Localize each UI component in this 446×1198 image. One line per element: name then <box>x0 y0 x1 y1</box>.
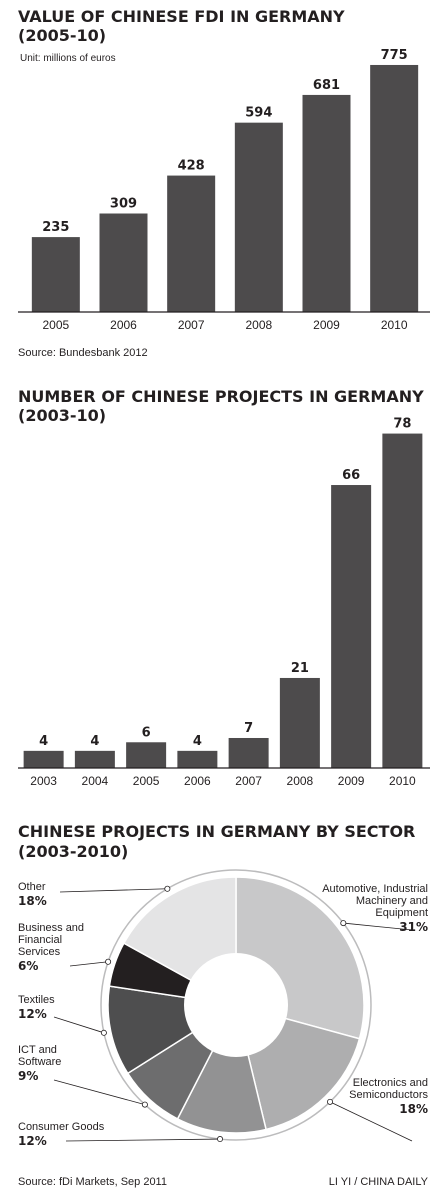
tick-label-2005: 2005 <box>42 318 69 332</box>
slice-label-5-line-1: Financial <box>18 934 62 946</box>
value-label-2006: 4 <box>193 734 202 749</box>
slice-label-0-line-2: Equipment <box>375 907 428 919</box>
value-label-2005: 235 <box>42 220 69 235</box>
chart1-subtitle: (2005-10) <box>18 26 106 45</box>
leader-line-2 <box>65 1138 221 1142</box>
slice-pct-2: 12% <box>18 1134 47 1148</box>
slice-pct-0: 31% <box>399 920 428 934</box>
tick-label-2008: 2008 <box>245 318 272 332</box>
chart3-source: Source: fDi Markets, Sep 2011 <box>18 1176 167 1188</box>
leader-line-1 <box>329 1101 413 1142</box>
donut-outer-ring <box>100 869 372 1141</box>
leader-line-0 <box>343 922 413 931</box>
slice-pct-6: 18% <box>18 894 47 908</box>
leader-line-3 <box>53 1079 145 1105</box>
chart1-unit: Unit: millions of euros <box>20 53 116 64</box>
project-count-chart: NUMBER OF CHINESE PROJECTS IN GERMANY (2… <box>18 387 430 788</box>
bar-2004 <box>74 750 115 768</box>
tick-label-2005: 2005 <box>133 774 160 788</box>
tick-label-2004: 2004 <box>82 774 109 788</box>
bar-2009 <box>331 485 372 768</box>
tick-label-2010: 2010 <box>389 774 416 788</box>
bar-2007 <box>228 737 269 768</box>
leader-line-4 <box>53 1016 105 1034</box>
tick-label-2006: 2006 <box>110 318 137 332</box>
leader-dot-6 <box>164 885 171 892</box>
slice-label-0-line-1: Machinery and <box>356 895 428 907</box>
bar-2007 <box>167 175 216 312</box>
tick-label-2010: 2010 <box>381 318 408 332</box>
leader-dot-1 <box>327 1098 334 1105</box>
value-label-2008: 594 <box>245 106 272 121</box>
value-label-2010: 775 <box>381 48 408 63</box>
slice-label-2-line-0: Consumer Goods <box>18 1121 105 1133</box>
chart1-source: Source: Bundesbank 2012 <box>18 347 148 359</box>
bar-2010 <box>370 64 419 312</box>
value-label-2003: 4 <box>39 734 48 749</box>
leader-dot-5 <box>105 958 112 965</box>
value-label-2007: 428 <box>178 159 205 174</box>
chart2-title: NUMBER OF CHINESE PROJECTS IN GERMANY <box>18 387 424 406</box>
sector-donut-chart: CHINESE PROJECTS IN GERMANY BY SECTOR (2… <box>18 822 429 1188</box>
leader-dot-3 <box>141 1101 148 1108</box>
bar-2008 <box>279 677 320 768</box>
slice-pct-1: 18% <box>399 1102 428 1116</box>
chart1-bars: 235 2005 309 2006 428 2007 594 2008 681 2009 775 20… <box>31 48 419 332</box>
leader-line-5 <box>69 961 109 967</box>
chart1-title: VALUE OF CHINESE FDI IN GERMANY <box>18 7 345 26</box>
slice-label-1-line-1: Semiconductors <box>349 1089 428 1101</box>
tick-label-2003: 2003 <box>30 774 57 788</box>
value-label-2005: 6 <box>142 725 151 740</box>
leader-dot-2 <box>217 1136 224 1143</box>
donut-hole <box>184 953 288 1057</box>
slice-label-3-line-1: Software <box>18 1056 61 1068</box>
slice-label-5-line-0: Business and <box>18 922 84 934</box>
bar-2008 <box>234 122 283 312</box>
chart3-title: CHINESE PROJECTS IN GERMANY BY SECTOR <box>18 822 415 841</box>
chart2-bars: 4 2003 4 2004 6 2005 4 2006 7 2007 21 2008 66 2009 78 2… <box>23 417 423 788</box>
chart3-subtitle: (2003-2010) <box>18 842 128 861</box>
tick-label-2007: 2007 <box>235 774 262 788</box>
bar-2005 <box>31 237 80 312</box>
tick-label-2006: 2006 <box>184 774 211 788</box>
slice-label-6-line-0: Other <box>18 881 46 893</box>
slice-pct-3: 9% <box>18 1069 38 1083</box>
tick-label-2009: 2009 <box>338 774 365 788</box>
value-label-2004: 4 <box>90 734 99 749</box>
value-label-2006: 309 <box>110 197 137 212</box>
slice-pct-4: 12% <box>18 1007 47 1021</box>
bar-2005 <box>126 742 167 768</box>
leader-line-6 <box>59 888 168 893</box>
slice-label-4-line-0: Textiles <box>18 994 55 1006</box>
slice-label-3-line-0: ICT and <box>18 1044 57 1056</box>
leader-dot-0 <box>340 920 347 927</box>
value-label-2007: 7 <box>244 721 253 736</box>
bar-2006 <box>177 750 218 768</box>
slice-2 <box>176 1002 267 1134</box>
bar-2003 <box>23 750 64 768</box>
bar-2010 <box>382 433 423 768</box>
tick-label-2008: 2008 <box>287 774 314 788</box>
chart2-subtitle: (2003-10) <box>18 406 106 425</box>
fdi-value-chart: VALUE OF CHINESE FDI IN GERMANY (2005-10… <box>18 7 430 359</box>
value-label-2010: 78 <box>393 417 411 432</box>
slice-label-5-line-2: Services <box>18 946 61 958</box>
value-label-2009: 66 <box>342 468 360 483</box>
bar-2009 <box>302 94 351 313</box>
tick-label-2007: 2007 <box>178 318 205 332</box>
value-label-2008: 21 <box>291 661 309 676</box>
credit: LI YI / CHINA DAILY <box>329 1176 429 1188</box>
leader-dot-4 <box>100 1029 107 1036</box>
slice-label-1-line-0: Electronics and <box>353 1077 428 1089</box>
bar-2006 <box>99 213 148 312</box>
tick-label-2009: 2009 <box>313 318 340 332</box>
value-label-2009: 681 <box>313 78 340 93</box>
slice-pct-5: 6% <box>18 959 38 973</box>
slice-label-0-line-0: Automotive, Industrial <box>322 883 428 895</box>
